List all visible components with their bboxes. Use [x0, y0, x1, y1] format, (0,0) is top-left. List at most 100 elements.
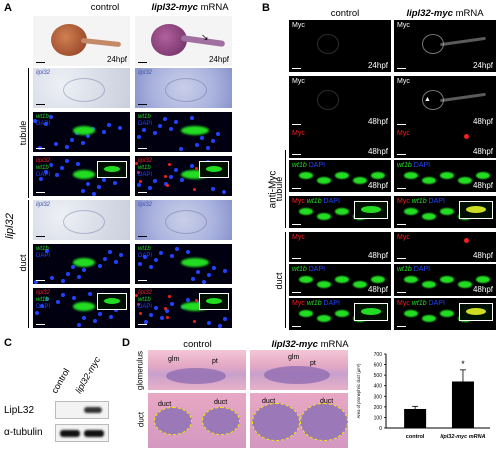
panel-c-band2-label: α-tubulin: [4, 427, 43, 438]
label-myc: Myc: [292, 130, 305, 137]
panel-d-row-glom: glomerulus: [135, 350, 145, 391]
panel-a-image-r6-c2: lipl32/wt1b/DAPI: [135, 288, 232, 328]
panel-d-glom-mrna: glm pt: [250, 350, 348, 390]
panel-b-image-r4-c2: wt1b/DAPI 48hpf: [394, 160, 496, 192]
panel-b-image-r2-c1: Myc 48hpf: [289, 76, 391, 128]
panel-b-label: B: [262, 2, 270, 14]
label-hpf: 48hpf: [367, 251, 388, 260]
panel-b-col-mrna-suffix: mRNA: [455, 8, 484, 19]
panel-b-col-control: control: [305, 8, 385, 19]
panel-b-image-r8-c1: Myc/wt1b/DAPI: [289, 298, 391, 330]
chart-y-tick-label: 300: [374, 394, 383, 400]
panel-b-bracket-duct: [285, 232, 286, 328]
panel-b-image-r2-c2: ▲ Myc 48hpf: [394, 76, 496, 128]
label-wt1b-dapi: wt1b/DAPI: [292, 162, 326, 169]
chart-y-tick-label: 100: [374, 415, 383, 421]
panel-a-image-r5-c2: wt1b DAPI: [135, 244, 232, 284]
panel-b-image-r6-c2: Myc 48hpf: [394, 232, 496, 262]
arrow-icon: ↘: [201, 32, 209, 42]
panel-a-image-r4-c1: lipl32: [33, 200, 130, 240]
pt-label-control: pt: [212, 358, 218, 365]
label-wt1b-dapi: wt1b DAPI: [36, 114, 51, 127]
panel-c-band1-label: LipL32: [4, 405, 35, 416]
label-hpf: 48hpf: [472, 251, 493, 260]
panel-b-image-r3-c2: Myc 48hpf: [394, 128, 496, 158]
panel-a-image-r5-c1: wt1b DAPI: [33, 244, 130, 284]
panel-b-col-mrna: lipl32-myc mRNA: [390, 8, 500, 19]
chart-y-tick-label: 700: [374, 352, 383, 358]
panel-d-col-mrna: lipl32-myc mRNA: [250, 339, 370, 350]
label-myc: Myc: [292, 22, 305, 29]
label-wt1b-dapi: wt1b DAPI: [138, 246, 153, 259]
panel-b-image-r5-c2: Myc/wt1b/DAPI: [394, 196, 496, 228]
panel-a-col-control: control: [70, 2, 140, 13]
label-myc: Myc: [397, 234, 410, 241]
panel-b-row-duct: duct: [274, 272, 284, 290]
panel-b-image-r8-c2: Myc/wt1b/DAPI: [394, 298, 496, 330]
label-hpf: 48hpf: [367, 147, 388, 156]
label-myc-wt1b-dapi: Myc/wt1b/DAPI: [292, 198, 340, 205]
label-lipl32: lipl32: [36, 70, 51, 76]
panel-a-bracket-tubule: [28, 68, 29, 198]
panel-a-image-r1-c2: lipl32: [135, 68, 232, 108]
panel-d-col-mrna-gene: lipl32-myc: [271, 339, 318, 350]
panel-d-row-duct: duct: [136, 411, 146, 428]
chart-category-label: lipl32-myc mRNA: [440, 434, 485, 440]
panel-d-duct-control: duct duct: [148, 393, 246, 448]
label-hpf: 24hpf: [367, 61, 388, 70]
panel-b-col-mrna-gene: lipl32-myc: [406, 8, 453, 19]
panel-a-row-tubule: tubule: [18, 120, 28, 146]
glm-label-mrna: glm: [288, 354, 300, 361]
panel-b-bracket-tubule: [285, 150, 286, 228]
duct-label-mrna-1: duct: [262, 398, 276, 405]
panel-a-label: A: [4, 2, 12, 14]
panel-a-bracket-duct: [28, 200, 29, 328]
label-lipl32-wt1b-dapi: lipl32/wt1b/DAPI: [36, 158, 52, 178]
panel-b-row-tubule: tubule: [274, 176, 284, 202]
panel-a-image-r2-c1: wt1b DAPI: [33, 112, 130, 152]
panel-a-row-duct: duct: [18, 254, 28, 272]
panel-c-col-control: control: [49, 366, 72, 395]
label-lipl32-wt1b-dapi: lipl32/wt1b/DAPI: [138, 158, 154, 178]
panel-c-blot-lipl32: [55, 401, 109, 419]
label-wt1b-dapi: wt1b DAPI: [138, 114, 153, 127]
label-lipl32: lipl32: [138, 202, 153, 208]
label-wt1b-dapi: wt1b/DAPI: [397, 266, 431, 273]
chart-y-label: Area of pronephric duct (µm²): [356, 363, 361, 418]
label-hpf: 48hpf: [367, 285, 388, 294]
panel-d-glom-control: glm pt: [148, 350, 246, 390]
panel-c-blot-tubulin: [55, 424, 109, 442]
label-lipl32-wt1b-dapi: lipl32/wt1b/DAPI: [138, 290, 154, 310]
chart-y-tick-label: 500: [374, 373, 383, 379]
panel-a-image-r4-c2: lipl32: [135, 200, 232, 240]
label-lipl32: lipl32: [36, 202, 51, 208]
panel-b-image-r4-c1: wt1b/DAPI 48hpf: [289, 160, 391, 192]
panel-b-image-r1-c2: Myc 24hpf: [394, 20, 496, 72]
pt-label-mrna: pt: [310, 360, 316, 367]
label-myc-wt1b-dapi: Myc/wt1b/DAPI: [397, 300, 445, 307]
chart-y-tick-label: 400: [374, 384, 383, 390]
label-hpf: 48hpf: [472, 117, 493, 126]
duct-label-control-2: duct: [214, 399, 228, 406]
panel-c-col-mrna: lipl32-myc: [73, 354, 103, 395]
chart-y-tick-label: 0: [379, 426, 382, 432]
panel-a-image-r3-c1: lipl32/wt1b/DAPI: [33, 156, 130, 196]
label-myc: Myc: [397, 130, 410, 137]
panel-a-image-r6-c1: lipl32/wt1b/DAPI: [33, 288, 130, 328]
chart-bar-1: [404, 408, 427, 428]
label-hpf: 48hpf: [472, 285, 493, 294]
label-hpf: 48hpf: [472, 181, 493, 190]
label-myc-wt1b-dapi: Myc/wt1b/DAPI: [292, 300, 340, 307]
duct-label-control-1: duct: [158, 401, 172, 408]
label-wt1b-dapi: wt1b/DAPI: [292, 266, 326, 273]
panel-a-col-mrna-suffix: mRNA: [200, 2, 229, 13]
panel-d-label: D: [122, 337, 130, 349]
panel-a-hpf-control: 24hpf: [106, 55, 127, 64]
panel-b-col-control-text: control: [330, 8, 360, 19]
label-hpf: 48hpf: [367, 117, 388, 126]
panel-b-image-r7-c2: wt1b/DAPI 48hpf: [394, 264, 496, 296]
arrowhead-icon: ▲: [424, 96, 431, 103]
label-myc: Myc: [292, 234, 305, 241]
panel-d-col-mrna-suffix: mRNA: [320, 339, 349, 350]
panel-b-image-r1-c1: Myc 24hpf: [289, 20, 391, 72]
